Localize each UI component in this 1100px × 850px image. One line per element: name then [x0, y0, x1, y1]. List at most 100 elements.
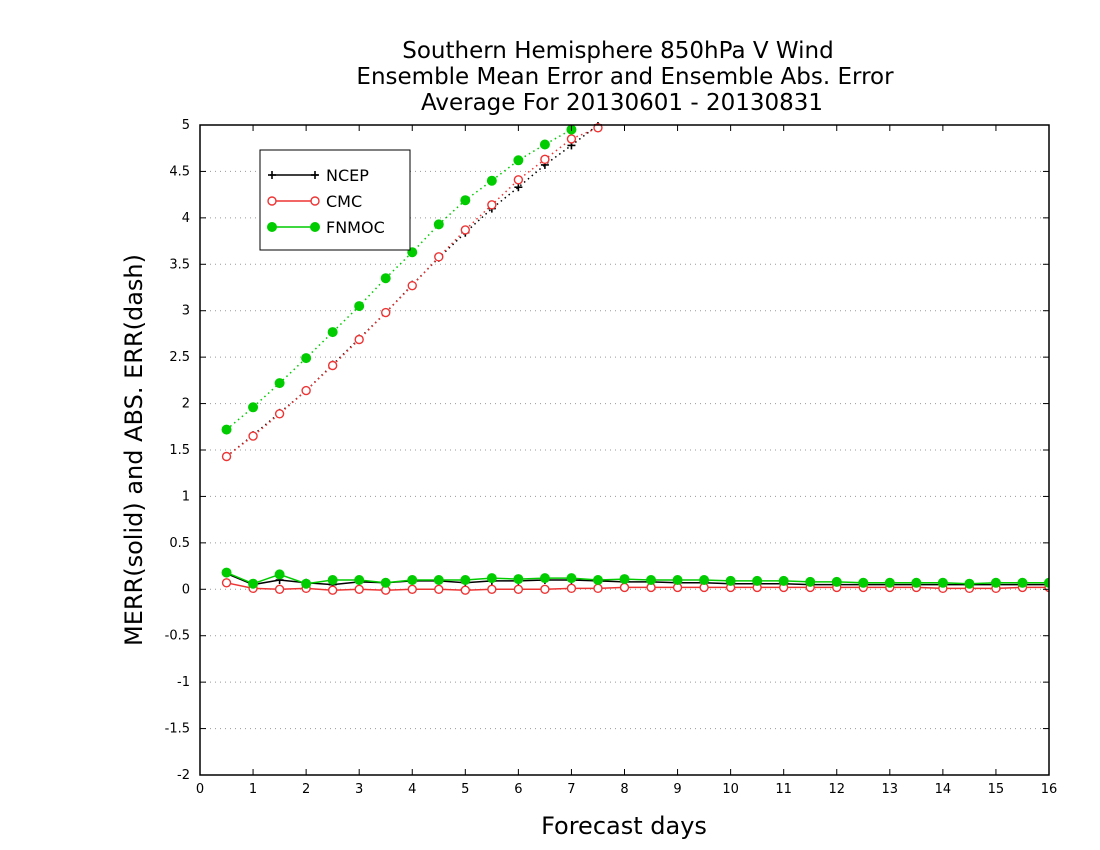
series-cmc-mean-error-point — [566, 583, 577, 594]
x-tick-label: 10 — [722, 782, 739, 797]
series-fnmoc-abs-error — [221, 124, 577, 435]
series-fnmoc-mean-error-point — [592, 575, 603, 585]
legend-entry-fnmoc: FNMOC — [267, 218, 385, 237]
series-fnmoc-mean-error-point — [354, 575, 365, 585]
chart-title-line-1: Southern Hemisphere 850hPa V Wind — [402, 38, 833, 64]
legend: NCEP CMC FNMOC — [259, 149, 411, 251]
y-tick-label: -0.5 — [165, 629, 190, 644]
x-tick-label: 12 — [828, 782, 845, 797]
series-cmc-abs-error-point — [221, 451, 232, 462]
series-fnmoc-mean-error-point — [699, 575, 710, 585]
x-tick-label: 6 — [514, 782, 522, 797]
plot-series — [221, 122, 1049, 595]
series-cmc-abs-error — [221, 123, 603, 462]
series-fnmoc-mean-error — [221, 567, 1049, 589]
series-cmc-mean-error-point — [434, 584, 444, 594]
x-tick-label: 15 — [988, 782, 1005, 797]
x-tick-label: 16 — [1041, 782, 1058, 797]
series-fnmoc-mean-error-point — [513, 574, 524, 585]
y-tick-label: -1.5 — [165, 722, 190, 737]
legend-marker-point — [311, 171, 319, 179]
series-cmc-abs-error-point — [434, 252, 444, 262]
x-axis-title: Forecast days — [541, 812, 707, 840]
y-axis-title: MERR(solid) and ABS. ERR(dash) — [120, 254, 148, 646]
chart-title-line-2: Ensemble Mean Error and Ensemble Abs. Er… — [356, 64, 894, 90]
series-fnmoc-mean-error-point — [301, 578, 312, 589]
series-fnmoc-mean-error-point — [433, 575, 444, 585]
y-tick-label: 0 — [182, 582, 190, 597]
series-cmc-abs-error-point — [460, 225, 471, 235]
y-tick-label: 4 — [182, 211, 190, 226]
series-cmc-abs-error-point — [274, 409, 285, 419]
axis-ticks: 54.543.532.521.510.50-0.5-1-1.5-20 1 2 3 4 5 6… — [165, 118, 1058, 797]
series-fnmoc-mean-error-point — [646, 575, 657, 585]
series-cmc-abs-error-point — [540, 154, 550, 165]
x-tick-label: 4 — [408, 782, 416, 797]
series-cmc-abs-error-point — [354, 334, 364, 345]
series-fnmoc-mean-error-point — [248, 578, 259, 589]
legend-marker-point — [310, 196, 320, 206]
y-tick-label: 5 — [182, 118, 190, 133]
series-cmc-mean-error-point — [327, 585, 338, 595]
series-cmc-mean-error-point — [513, 584, 524, 594]
x-tick-label: 7 — [567, 782, 575, 797]
series-fnmoc-mean-error-point — [619, 574, 630, 585]
y-tick-label: -2 — [177, 768, 190, 783]
series-cmc-abs-error-point — [248, 431, 258, 441]
legend-marker-point — [310, 222, 320, 232]
series-cmc-mean-error-point — [221, 578, 232, 588]
series-cmc-abs-error-point — [513, 175, 524, 185]
series-fnmoc-mean-error-point — [274, 569, 285, 580]
series-fnmoc-abs-error-point — [513, 155, 524, 166]
series-fnmoc-mean-error-point — [725, 575, 736, 586]
y-tick-label: 2.5 — [169, 350, 190, 365]
series-cmc-mean-error-point — [619, 582, 630, 593]
series-fnmoc-abs-error-point — [380, 273, 391, 284]
y-tick-label: 2 — [182, 397, 190, 412]
series-cmc-mean-error-point — [487, 584, 497, 594]
series-fnmoc-abs-error-point — [486, 175, 497, 186]
series-fnmoc-abs-error-point — [539, 139, 550, 150]
legend-label: CMC — [326, 192, 362, 211]
y-tick-label: 3 — [182, 304, 190, 319]
x-tick-label: 13 — [882, 782, 899, 797]
series-fnmoc-abs-error-point — [327, 327, 338, 338]
series-fnmoc-mean-error-point — [566, 573, 577, 584]
series-fnmoc-mean-error-point — [539, 573, 550, 584]
y-tick-label: 0.5 — [169, 536, 190, 551]
series-fnmoc-mean-error-point — [778, 575, 789, 586]
legend-marker-point — [267, 222, 277, 232]
series-fnmoc-mean-error-point — [990, 577, 1001, 588]
y-tick-label: 1 — [182, 489, 190, 504]
series-fnmoc-abs-error-point — [221, 424, 232, 435]
series-fnmoc-abs-error-point — [354, 301, 365, 312]
x-tick-label: 8 — [620, 782, 628, 797]
series-fnmoc-mean-error-point — [911, 577, 922, 588]
legend-entry-ncep: NCEP — [268, 166, 369, 185]
series-fnmoc-mean-error-point — [805, 576, 816, 587]
legend-label: NCEP — [326, 166, 369, 185]
series-cmc-abs-error-point — [381, 307, 391, 318]
series-cmc-abs-error-point — [593, 123, 603, 133]
series-fnmoc-mean-error-point — [327, 575, 338, 585]
x-tick-label: 9 — [673, 782, 681, 797]
series-cmc-abs-error-point — [487, 200, 497, 210]
series-cmc-mean-error — [221, 578, 1049, 595]
series-fnmoc-mean-error-point — [1044, 577, 1049, 588]
y-tick-label: 3.5 — [169, 257, 190, 272]
series-cmc-abs-error-point — [407, 280, 417, 291]
series-cmc-mean-error-point — [540, 584, 550, 594]
series-cmc-mean-error-point — [593, 583, 603, 594]
series-fnmoc-mean-error-point — [380, 577, 391, 588]
y-tick-label: -1 — [177, 675, 190, 690]
series-fnmoc-mean-error-point — [831, 576, 842, 587]
series-cmc-abs-error-point — [566, 134, 577, 144]
series-cmc-mean-error-point — [354, 584, 364, 594]
series-fnmoc-mean-error-point — [858, 577, 869, 588]
y-tick-label: 4.5 — [169, 164, 190, 179]
x-tick-label: 3 — [355, 782, 363, 797]
series-ncep-abs-error-point — [514, 183, 523, 192]
series-fnmoc-mean-error-point — [937, 577, 948, 588]
x-tick-label: 1 — [249, 782, 257, 797]
